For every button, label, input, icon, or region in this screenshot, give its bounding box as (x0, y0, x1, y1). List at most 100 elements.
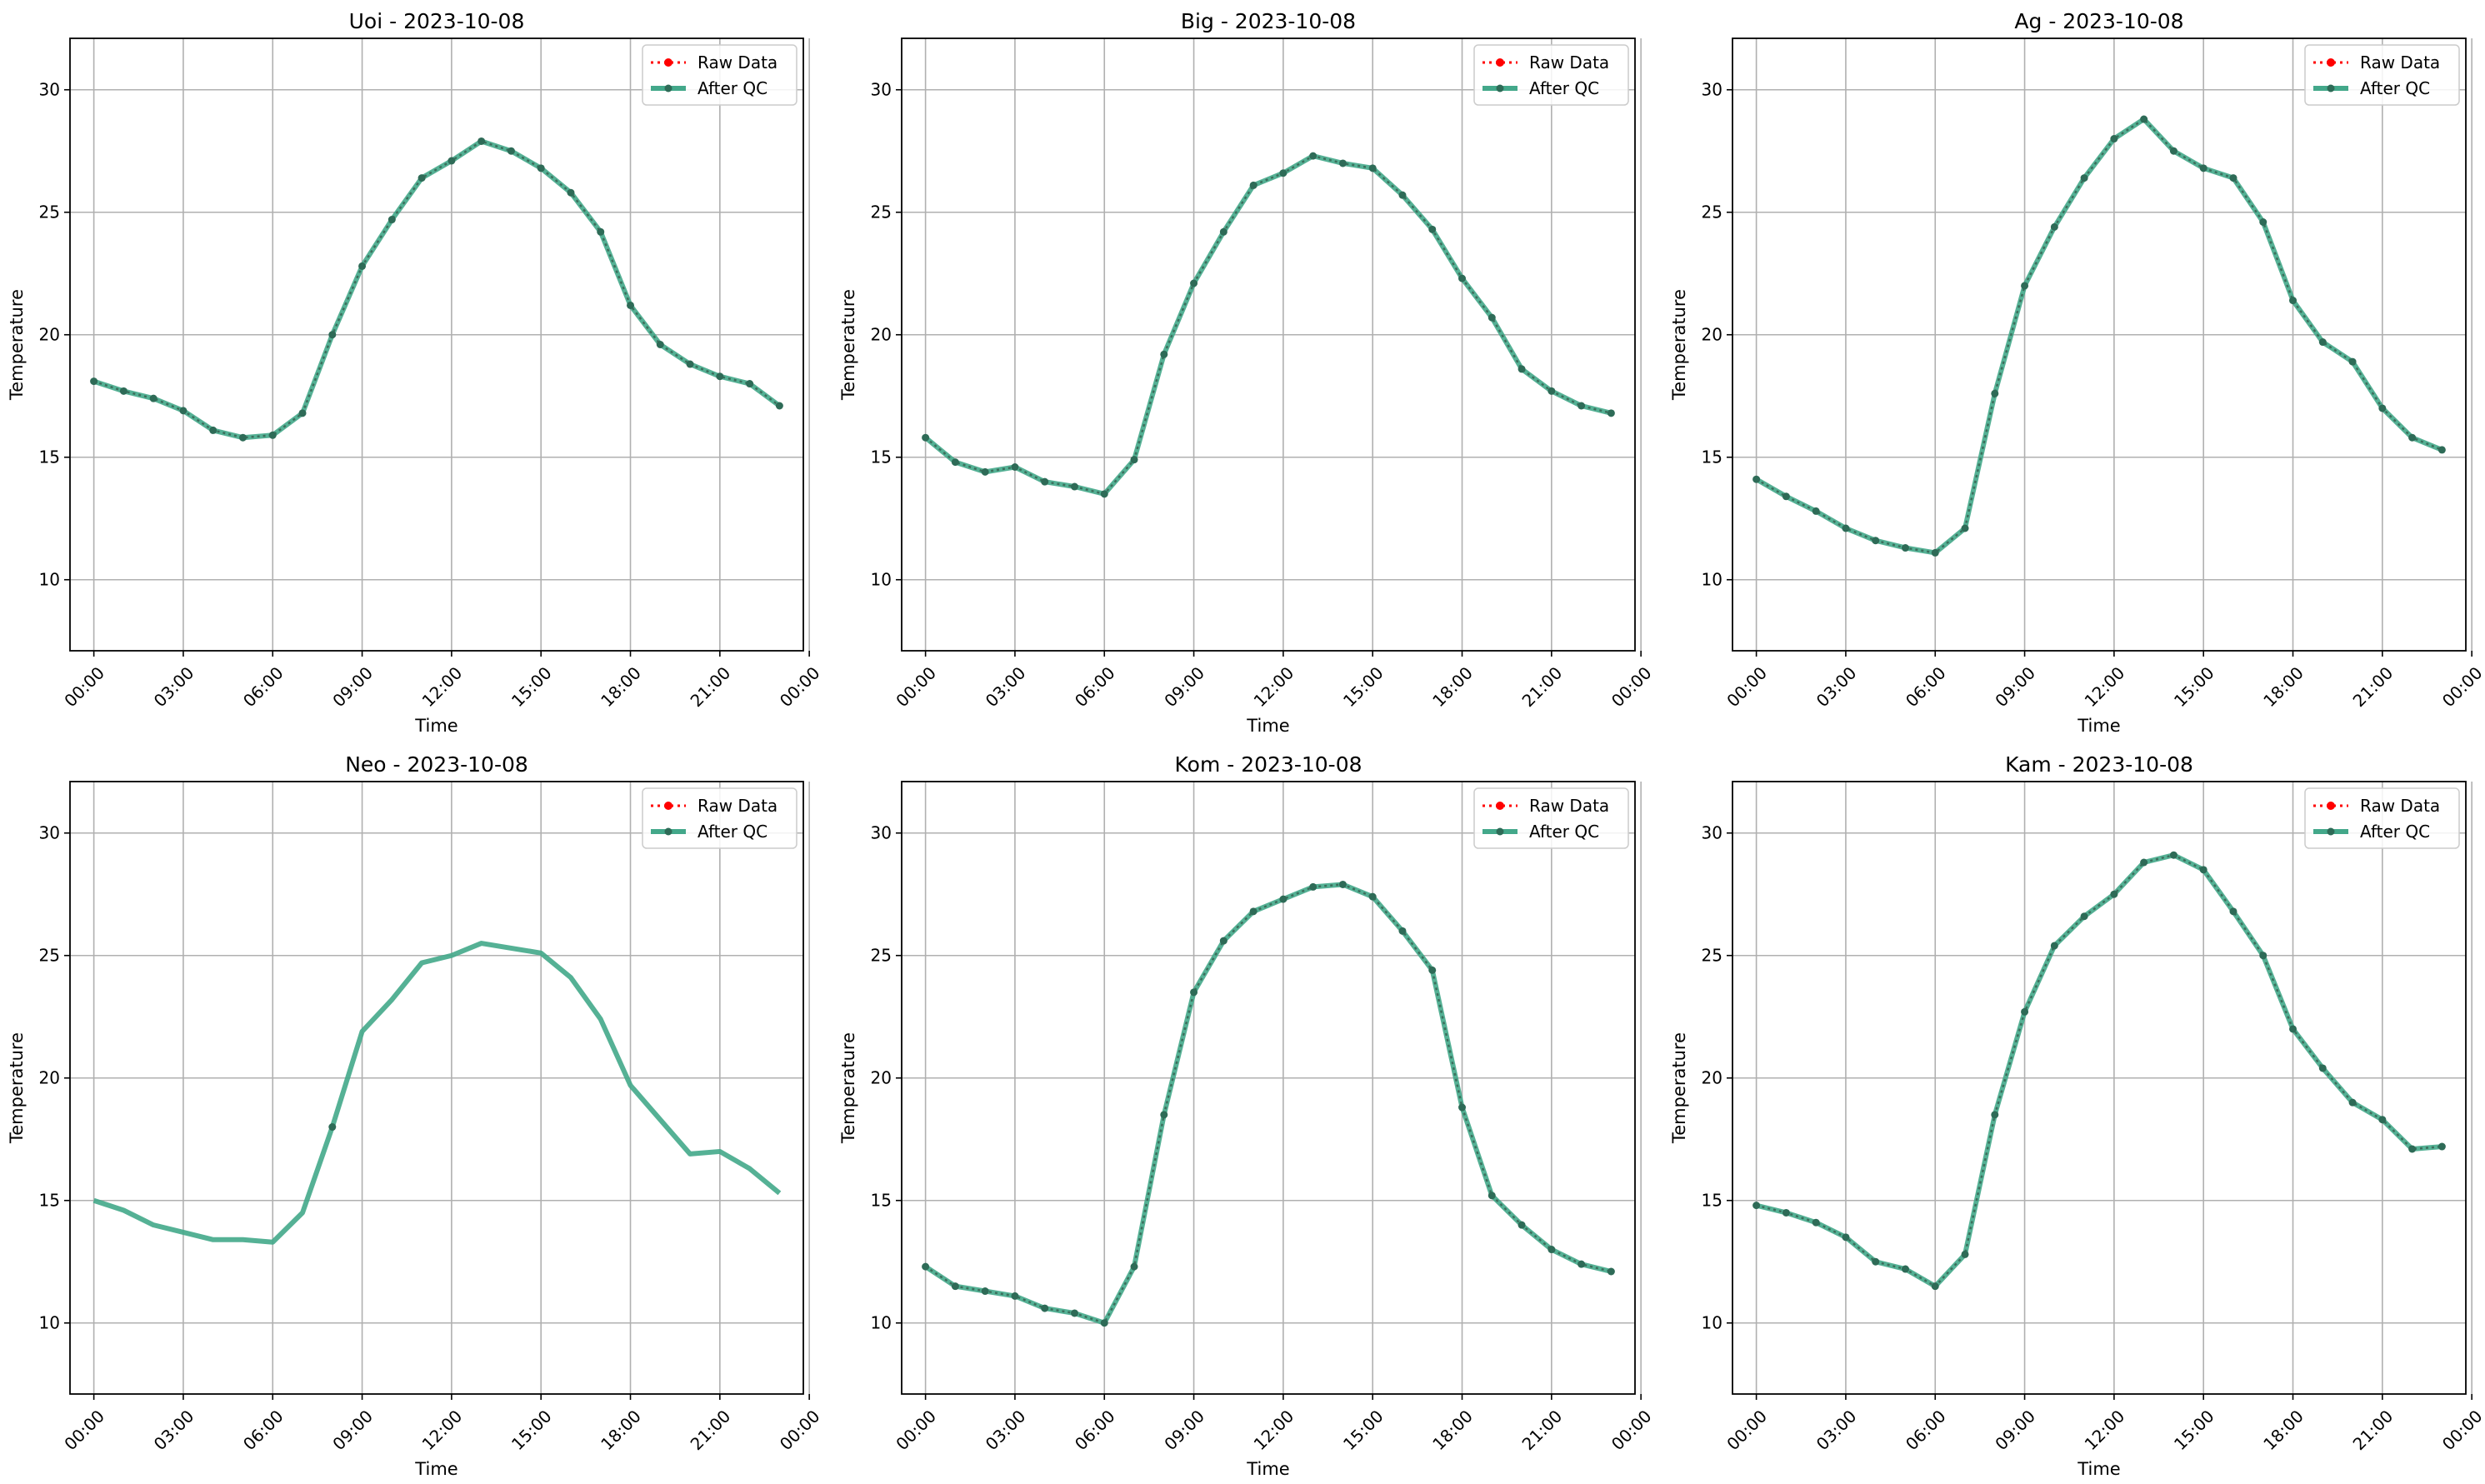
plot-area (1752, 115, 2446, 557)
raw-data-point (2199, 164, 2208, 172)
raw-data-point (1991, 389, 1999, 397)
chart-title: Big - 2023-10-08 (1181, 9, 1356, 33)
raw-data-point (1309, 882, 1318, 891)
raw-data-point (951, 1282, 959, 1291)
raw-data-point (1752, 475, 1761, 483)
raw-data-point (2199, 866, 2208, 874)
raw-data-point (298, 409, 307, 417)
raw-data-point (1548, 387, 1556, 395)
raw-data-point (1160, 350, 1168, 358)
plot-area (90, 137, 783, 442)
axes-frame (1732, 37, 2467, 652)
raw-data-point (2259, 218, 2268, 226)
legend-raw-label: Raw Data (1529, 52, 1609, 72)
raw-data-point (2140, 115, 2148, 123)
x-tick-label: 03:00 (1812, 662, 1861, 711)
y-tick-label: 15 (1702, 1191, 1722, 1211)
raw-data-point (775, 402, 783, 410)
raw-data-point (90, 377, 98, 386)
subplot-0: Uoi - 2023-10-08 10 15 20 25 30 00:00 03:00 06:0… (7, 9, 824, 736)
raw-data-point (1872, 1257, 1880, 1266)
raw-data-point (1812, 1218, 1820, 1227)
raw-data-point (1931, 548, 1939, 557)
x-tick-label: 09:00 (1160, 1406, 1208, 1454)
raw-data-point (1041, 1304, 1049, 1312)
series-line-raw-data (924, 154, 1612, 496)
raw-data-point (716, 372, 724, 381)
y-tick-label: 20 (1702, 325, 1722, 345)
raw-data-point (2050, 222, 2058, 231)
x-tick-label: 15:00 (508, 1406, 556, 1454)
raw-data-point (478, 137, 486, 145)
legend-qc-label: After QC (698, 78, 768, 98)
x-axis-label: Time (1246, 1459, 1289, 1479)
raw-data-point (1219, 227, 1228, 236)
raw-data-point (2318, 338, 2327, 347)
raw-data-point (1518, 365, 1526, 373)
raw-data-point (1961, 1250, 1969, 1258)
raw-data-point (2169, 147, 2178, 155)
x-tick-label: 00:00 (2438, 1406, 2485, 1454)
raw-data-point (1041, 477, 1049, 486)
x-tick-label: 15:00 (508, 662, 556, 711)
x-tick-label: 06:00 (1071, 1406, 1119, 1454)
raw-data-point (1752, 1202, 1761, 1210)
raw-data-point (2289, 297, 2298, 305)
raw-data-point (2438, 1142, 2446, 1151)
raw-data-point (1398, 927, 1407, 935)
raw-data-point (1338, 159, 1347, 167)
raw-data-point (1130, 456, 1138, 464)
x-tick-label: 06:00 (239, 662, 288, 711)
y-tick-label: 20 (39, 1068, 60, 1088)
raw-data-point (1782, 492, 1790, 501)
raw-data-point (597, 227, 605, 236)
raw-data-point (1458, 274, 1467, 282)
raw-data-point (1842, 1233, 1850, 1242)
x-tick-label: 00:00 (892, 1406, 940, 1454)
x-tick-label: 18:00 (597, 1406, 645, 1454)
raw-data-point (1961, 524, 1969, 532)
legend-qc-marker (664, 827, 672, 836)
raw-data-point (238, 433, 247, 442)
series-line-raw-data (1756, 853, 2442, 1288)
y-axis-label: Temperature (1669, 1032, 1689, 1144)
x-axis-label: Time (2077, 716, 2120, 736)
legend-raw-marker (664, 802, 672, 810)
x-tick-label: 15:00 (2170, 662, 2218, 711)
raw-data-point (2140, 858, 2148, 867)
x-axis-label: Time (1246, 716, 1289, 736)
legend-qc-label: After QC (2360, 822, 2430, 842)
y-axis-label: Temperature (7, 1032, 27, 1144)
raw-data-point (2318, 1064, 2327, 1072)
x-tick-label: 06:00 (239, 1406, 288, 1454)
legend-qc-label: After QC (2360, 78, 2430, 98)
y-tick-label: 25 (39, 946, 60, 966)
raw-data-point (2229, 907, 2238, 916)
x-tick-label: 00:00 (1608, 1406, 1656, 1454)
raw-data-point (922, 433, 930, 442)
y-tick-label: 30 (39, 823, 60, 843)
raw-data-point (1011, 1292, 1019, 1300)
raw-data-point (1578, 1260, 1586, 1268)
legend: Raw Data After QC (2304, 787, 2460, 849)
raw-data-point (2110, 890, 2118, 898)
chart-title: Neo - 2023-10-08 (345, 752, 528, 777)
raw-data-point (2348, 1098, 2357, 1107)
raw-data-point (2378, 404, 2387, 412)
raw-data-point (567, 188, 575, 197)
y-tick-label: 10 (871, 570, 892, 590)
raw-data-point (1160, 1111, 1168, 1119)
raw-data-point (1130, 1262, 1138, 1271)
raw-data-point (149, 394, 158, 402)
raw-data-point (2169, 851, 2178, 859)
subplot-1: Big - 2023-10-08 10 15 20 25 30 00:00 03:00 06:0… (838, 9, 1656, 736)
subplot-2: Ag - 2023-10-08 10 15 20 25 30 00:00 03:00 06:00… (1669, 9, 2485, 736)
x-tick-label: 03:00 (1812, 1406, 1861, 1454)
x-tick-label: 18:00 (2259, 662, 2308, 711)
legend-qc-marker (1496, 84, 1504, 92)
series-line-after-qc (92, 941, 782, 1245)
y-tick-label: 30 (1702, 80, 1722, 100)
raw-data-point (1458, 1103, 1467, 1112)
y-tick-label: 15 (871, 447, 892, 467)
y-axis-label: Temperature (1669, 289, 1689, 401)
